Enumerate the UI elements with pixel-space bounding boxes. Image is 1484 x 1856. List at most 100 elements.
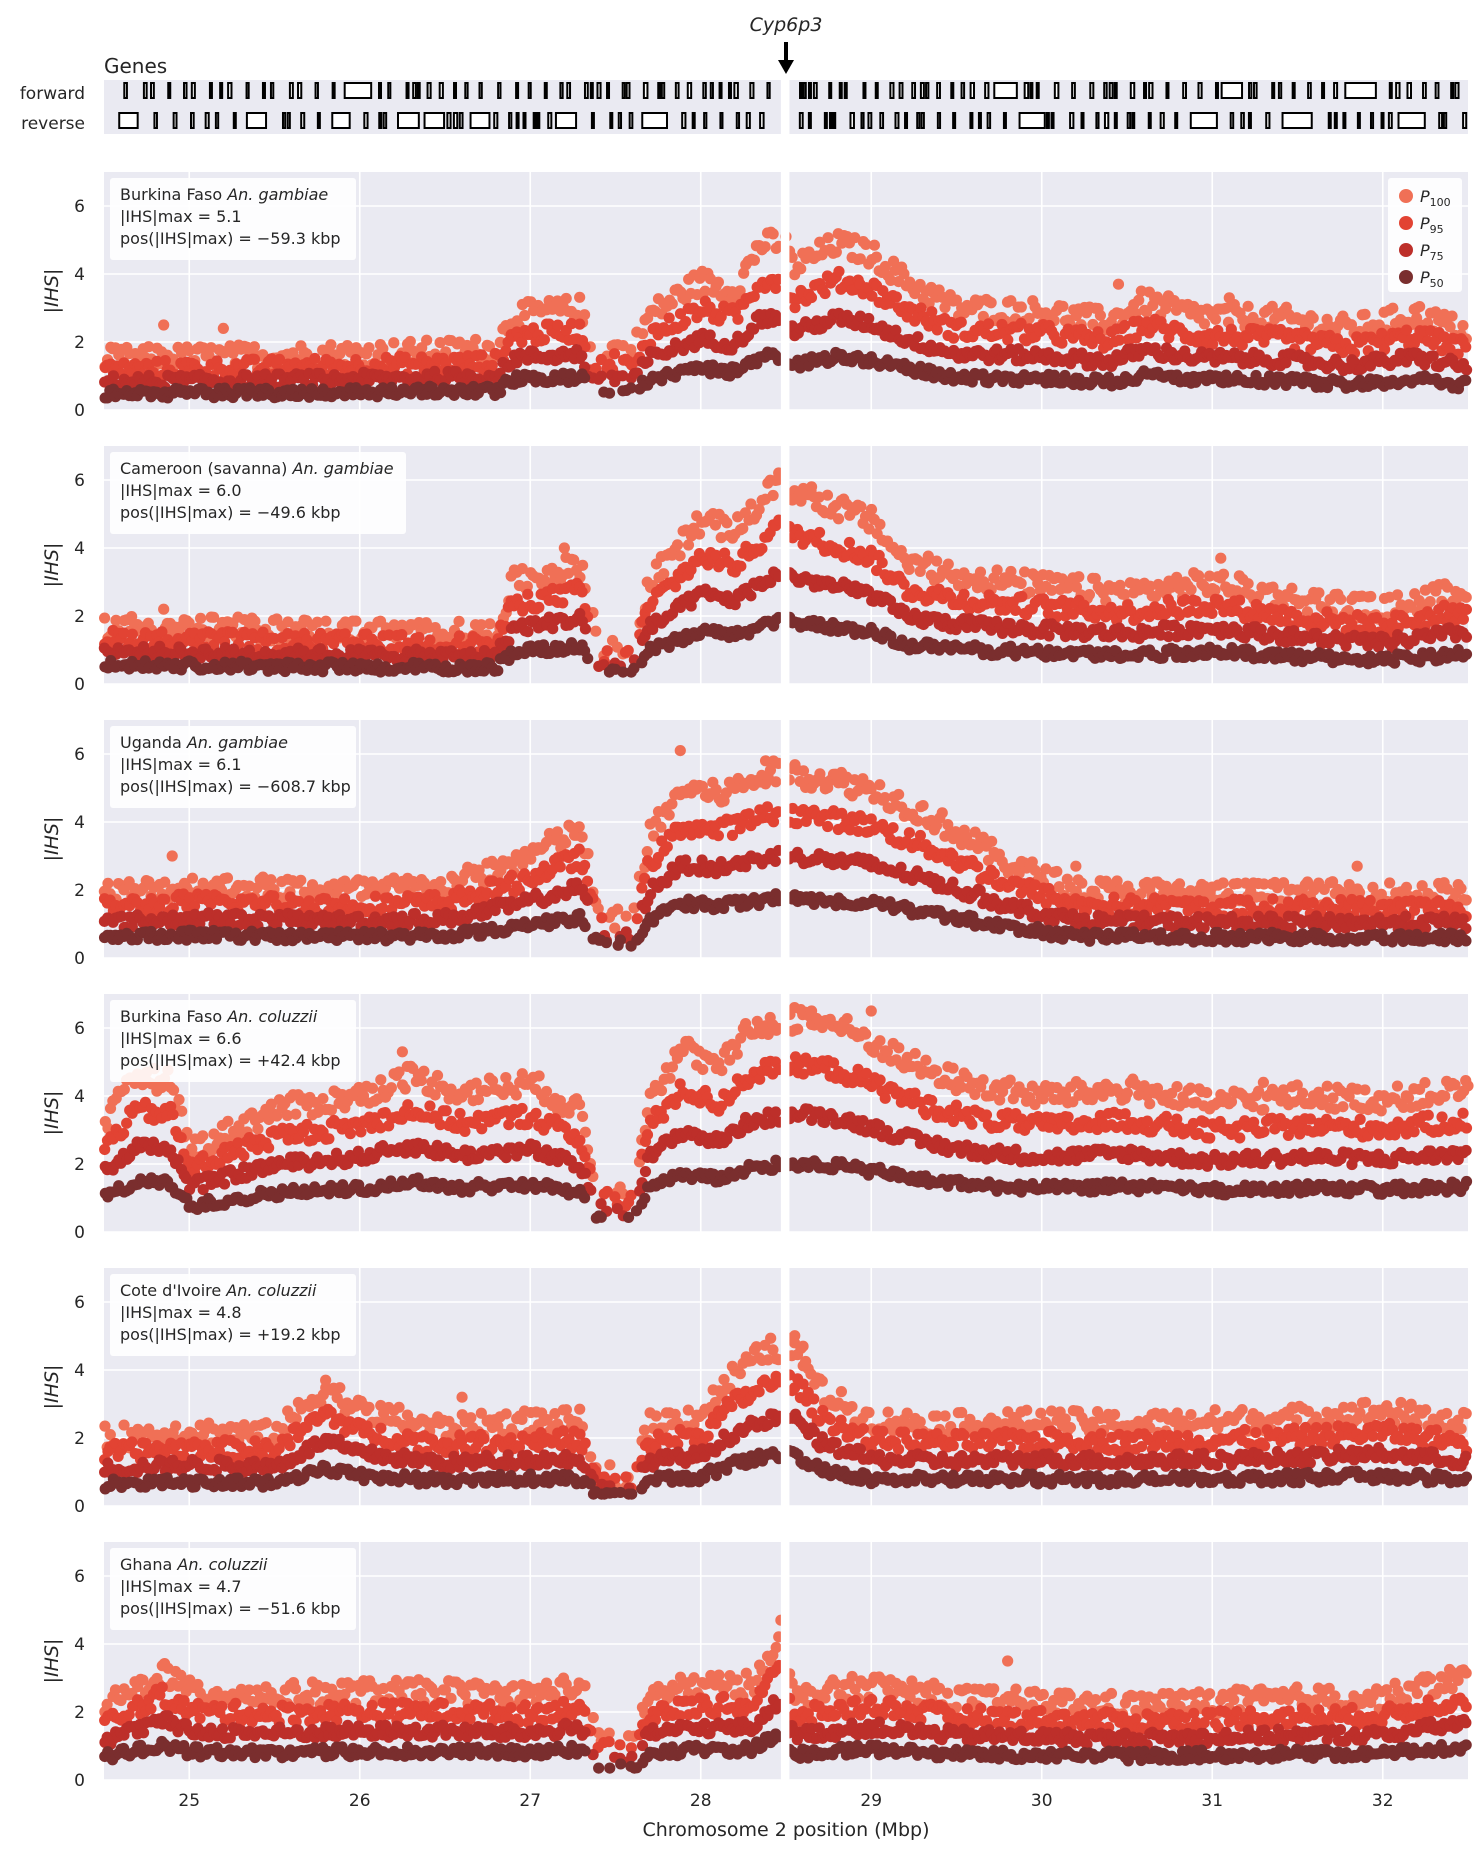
forward-gene (527, 82, 532, 99)
point-p100 (986, 835, 998, 847)
point-p95 (579, 859, 591, 872)
forward-gene (843, 82, 848, 99)
point-p100 (738, 267, 750, 279)
point-p100 (1460, 591, 1472, 603)
forward-gene (911, 82, 917, 99)
reverse-gene (828, 112, 833, 129)
forward-gene (183, 82, 188, 99)
forward-gene (150, 82, 155, 99)
forward-gene (1103, 82, 1108, 99)
point-p95 (576, 586, 588, 598)
reverse-gene (1397, 112, 1426, 129)
point-p100 (1073, 571, 1085, 583)
forward-gene (919, 82, 925, 99)
reverse-gene (1174, 112, 1179, 129)
point-p50 (492, 665, 504, 677)
point-p100 (1209, 313, 1222, 325)
ihs-max-label: |IHS|max = 6.0 (120, 481, 242, 500)
point-p50 (1460, 648, 1473, 660)
reverse-gene (316, 112, 321, 129)
forward-gene (261, 82, 266, 99)
forward-genes (123, 82, 1460, 99)
point-p95 (914, 829, 926, 842)
point-p100 (388, 337, 400, 349)
point-p95 (805, 291, 818, 304)
species-name: An. gambiae (226, 185, 328, 204)
point-p100 (1217, 568, 1230, 580)
point-p95 (453, 630, 465, 642)
y-tick-label: 2 (74, 333, 85, 353)
point-p50 (582, 652, 594, 665)
point-p75 (595, 370, 607, 382)
point-p100 (1094, 309, 1106, 322)
forward-gene (269, 82, 275, 99)
point-p100 (186, 872, 199, 884)
point-p100 (470, 333, 482, 346)
point-p100 (879, 260, 891, 273)
gene-track: Genes Cyp6p3 forward reverse (20, 14, 1468, 134)
point-p100 (576, 831, 588, 843)
y-tick-label: 0 (74, 401, 85, 421)
reverse-gene (532, 112, 537, 129)
population-name: Cameroon (savanna) (120, 459, 293, 478)
point-p100 (421, 334, 433, 346)
point-p95 (516, 336, 528, 349)
reverse-gene (609, 112, 614, 129)
reverse-gene (832, 112, 837, 129)
forward-gene (984, 82, 990, 99)
reverse-gene (823, 112, 828, 129)
reverse-gene (759, 112, 765, 129)
forward-gene (1291, 82, 1296, 99)
point-p100 (143, 341, 155, 353)
point-p95 (486, 359, 498, 372)
forward-gene (993, 82, 1018, 99)
point-p100 (874, 779, 886, 791)
point-p95 (680, 316, 692, 328)
forward-gene (405, 82, 410, 99)
reverse-gene (1369, 112, 1375, 129)
forward-gene (1143, 82, 1148, 99)
point-p100 (830, 246, 842, 258)
forward-gene (314, 82, 319, 99)
forward-gene (1321, 82, 1326, 99)
point-p95 (565, 318, 578, 330)
point-p100 (320, 615, 332, 627)
forward-gene (378, 82, 383, 99)
point-p100 (434, 336, 446, 349)
forward-gene (1089, 82, 1095, 99)
reverse-gene (1095, 112, 1100, 129)
reverse-gene (458, 112, 464, 129)
point-p75 (912, 331, 924, 343)
point-p75 (745, 590, 757, 602)
point-p75 (576, 350, 588, 362)
point-p95 (159, 355, 171, 367)
point-p100 (217, 322, 229, 334)
point-p100 (519, 309, 531, 322)
point-p100 (1411, 302, 1423, 314)
point-p100 (748, 254, 761, 266)
forward-gene (1023, 82, 1030, 99)
forward-gene (1406, 82, 1412, 99)
forward-gene (1450, 82, 1455, 99)
forward-gene (497, 82, 502, 99)
point-p95 (574, 318, 586, 330)
point-p100 (1015, 577, 1027, 590)
forward-gene (1248, 82, 1253, 99)
forward-gene (960, 82, 966, 99)
forward-gene (543, 82, 548, 99)
point-p95 (369, 890, 382, 902)
reverse-gene (1442, 112, 1448, 129)
point-p100 (1185, 584, 1197, 596)
point-p75 (522, 626, 534, 638)
forward-gene (297, 82, 303, 99)
reverse-strand-label: reverse (21, 114, 85, 134)
panel-annotation: Cameroon (savanna) An. gambiae|IHS|max =… (110, 452, 406, 534)
point-p100 (1023, 312, 1035, 324)
point-p100 (1112, 278, 1125, 290)
point-p95 (890, 291, 902, 303)
reverse-gene (281, 112, 287, 129)
